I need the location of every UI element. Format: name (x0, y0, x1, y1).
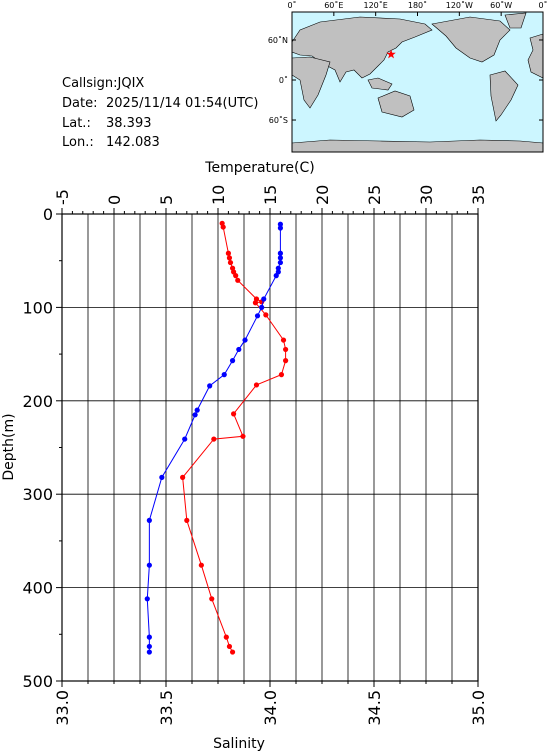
profile-point (194, 407, 200, 413)
profile-point (277, 225, 283, 231)
map-lon-label: 0˚ (538, 0, 547, 10)
map-lon-label: 120˚E (364, 0, 388, 10)
profile-point (226, 643, 233, 650)
y-tick-label: 100 (22, 298, 53, 317)
date: 2025/11/14 01:54(UTC) (106, 96, 258, 111)
profile-point (221, 372, 227, 378)
profile-point (227, 259, 234, 266)
profile-point (225, 250, 231, 256)
bottom-axis-label: Salinity (213, 736, 265, 751)
profile-point (277, 259, 283, 266)
top-axis-label: Temperature(C) (204, 160, 314, 176)
map-lat-label: 60˚N (268, 35, 288, 45)
y-tick-label: 0 (43, 205, 53, 224)
profile-point (223, 634, 229, 640)
y-tick-label: 200 (22, 392, 53, 411)
profile-point (198, 562, 204, 568)
profile-point (211, 436, 217, 442)
profile-point (253, 382, 260, 388)
x2-tick-label: 15 (261, 185, 280, 205)
lat-label: Lat.: (62, 116, 91, 131)
profile-point (146, 634, 152, 640)
profile-point (144, 596, 150, 602)
x2-tick-label: 30 (417, 185, 436, 205)
profile-point (278, 372, 285, 378)
x2-tick-label: 10 (209, 185, 228, 205)
map-land (291, 12, 544, 153)
profile-point (229, 358, 236, 364)
date-label: Date: (62, 96, 97, 111)
x2-tick-label: 20 (313, 185, 332, 205)
profile-point (259, 304, 265, 310)
x2-tick-label: -5 (53, 189, 72, 205)
y-tick-label: 300 (22, 485, 53, 504)
x2-tick-label: 25 (365, 185, 384, 205)
map-lon-label: 60˚E (324, 0, 343, 10)
map-lon-label: 180˚ (408, 0, 427, 10)
x-tick-label: 33.0 (53, 690, 72, 726)
profile-point (273, 273, 279, 279)
profile-point (254, 313, 261, 319)
lon-label: Lon.: (62, 135, 94, 150)
profile-point (231, 411, 237, 417)
map-lon-label: 120˚W (446, 0, 473, 10)
x-tick-label: 34.0 (261, 690, 280, 726)
profile-point (277, 221, 283, 227)
profile-point (280, 337, 287, 343)
profile-point (180, 474, 186, 480)
profile-point (236, 346, 242, 353)
y-axis-label: Depth(m) (1, 413, 17, 480)
profile-point (240, 433, 246, 439)
map-lat-label: 0˚ (279, 75, 288, 85)
profile-point (192, 412, 198, 418)
profile-point (159, 474, 165, 480)
x2-tick-label: 0 (105, 195, 124, 205)
profile-line (182, 223, 287, 653)
x2-tick-label: 5 (157, 195, 176, 205)
lat: 38.393 (106, 116, 152, 131)
x-tick-label: 34.5 (365, 690, 384, 726)
profile-point (184, 517, 190, 523)
profile-point (275, 265, 281, 271)
profile-point (277, 255, 283, 261)
profile-point (146, 517, 152, 523)
map-lat-label: 60˚S (269, 115, 288, 125)
profile-point (252, 300, 259, 306)
profile-point (277, 250, 283, 256)
profile-point (226, 255, 233, 261)
station-marker (386, 49, 396, 59)
x2-tick-label: 35 (469, 185, 488, 205)
profile-point (220, 224, 226, 230)
profile-point (229, 649, 236, 655)
profile-point (146, 643, 152, 650)
profile-point (233, 273, 239, 279)
map-lon-label: 60˚W (490, 0, 512, 10)
profile-point (182, 436, 188, 442)
profile-point (283, 346, 289, 353)
x-tick-label: 35.0 (469, 690, 488, 726)
y-tick-label: 400 (22, 579, 53, 598)
profile-point (235, 277, 241, 283)
profile-point (207, 383, 213, 389)
lon: 142.083 (106, 135, 160, 150)
profile-point (242, 337, 248, 343)
profile-point (209, 596, 215, 602)
profile-point (263, 312, 269, 318)
y-tick-label: 500 (22, 672, 53, 691)
plot-frame (61, 213, 479, 682)
profile-point (146, 562, 152, 568)
x-tick-label: 33.5 (157, 690, 176, 726)
profile-point (146, 649, 152, 655)
map-lon-label: 0˚ (287, 0, 296, 10)
world-map (291, 11, 544, 153)
profile-point (261, 296, 267, 302)
profile-point (283, 358, 289, 364)
callsign: Callsign:JQIX (62, 76, 144, 91)
